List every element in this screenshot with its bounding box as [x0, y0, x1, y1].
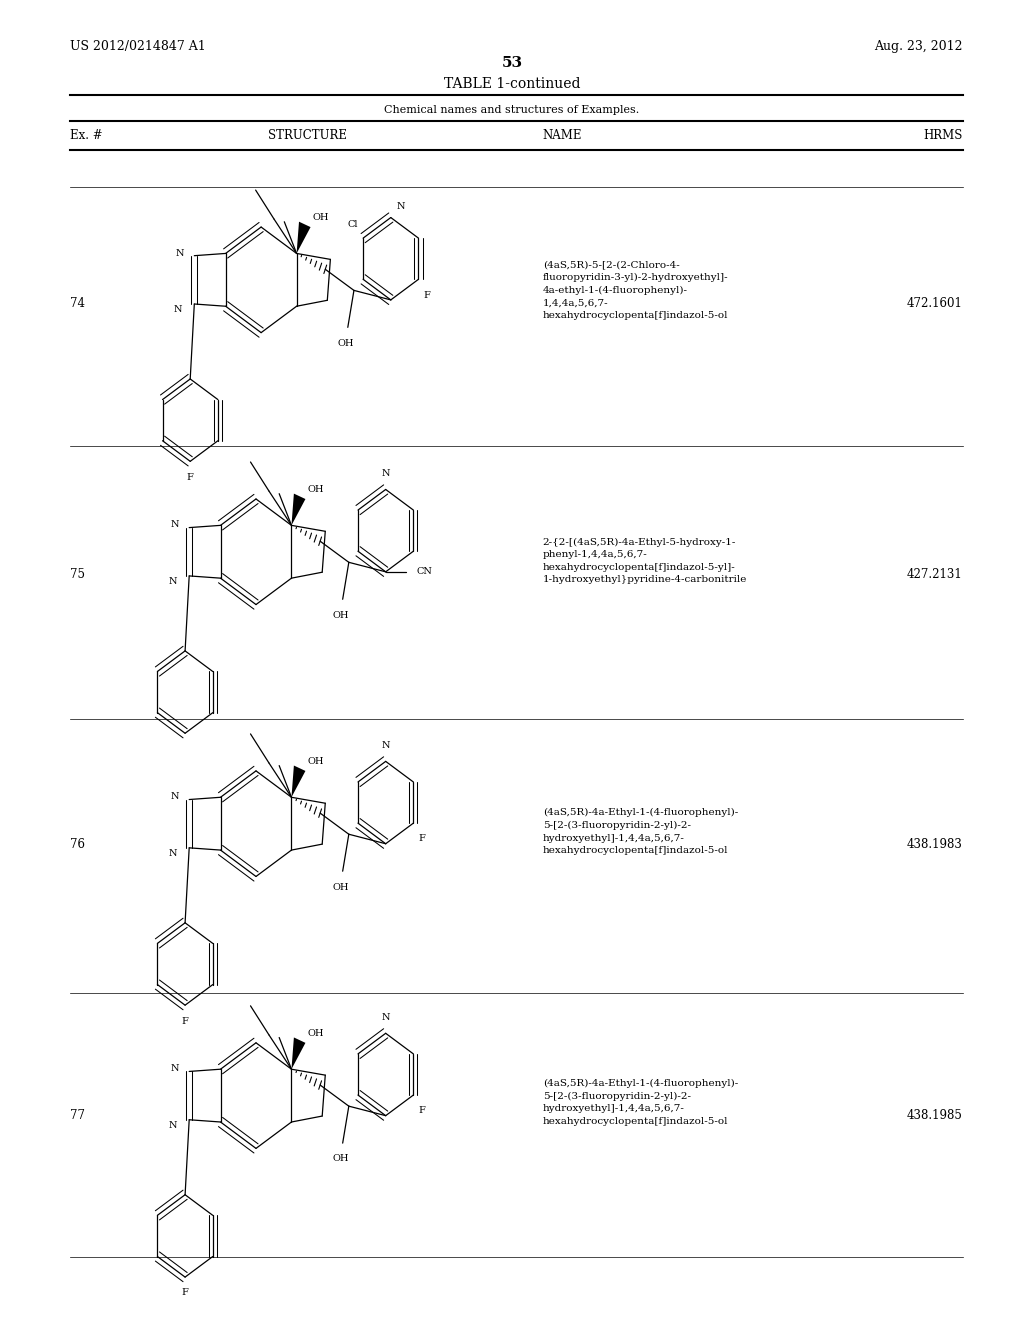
Text: 74: 74	[70, 297, 85, 310]
Text: N: N	[176, 248, 184, 257]
Text: F: F	[418, 1106, 425, 1115]
Text: OH: OH	[308, 758, 325, 766]
Polygon shape	[292, 494, 305, 525]
Text: (4aS,5R)-4a-Ethyl-1-(4-fluorophenyl)-
5-[2-(3-fluoropyridin-2-yl)-2-
hydroxyethy: (4aS,5R)-4a-Ethyl-1-(4-fluorophenyl)- 5-…	[543, 808, 738, 855]
Text: OH: OH	[333, 611, 349, 619]
Text: NAME: NAME	[543, 129, 583, 143]
Text: HRMS: HRMS	[924, 129, 963, 143]
Text: F: F	[423, 290, 430, 300]
Text: N: N	[396, 202, 406, 211]
Text: N: N	[171, 520, 179, 529]
Text: (4aS,5R)-5-[2-(2-Chloro-4-
fluoropyridin-3-yl)-2-hydroxyethyl]-
4a-ethyl-1-(4-fl: (4aS,5R)-5-[2-(2-Chloro-4- fluoropyridin…	[543, 261, 728, 319]
Text: STRUCTURE: STRUCTURE	[267, 129, 347, 143]
Text: F: F	[418, 834, 425, 843]
Text: N: N	[169, 1121, 177, 1130]
Polygon shape	[292, 1038, 305, 1069]
Text: 76: 76	[70, 838, 85, 851]
Text: 438.1983: 438.1983	[906, 838, 963, 851]
Text: 472.1601: 472.1601	[906, 297, 963, 310]
Text: 77: 77	[70, 1109, 85, 1122]
Text: N: N	[169, 577, 177, 586]
Text: Cl: Cl	[347, 220, 358, 230]
Text: OH: OH	[308, 486, 325, 494]
Text: F: F	[181, 1288, 188, 1298]
Text: Ex. #: Ex. #	[70, 129, 102, 143]
Text: Aug. 23, 2012: Aug. 23, 2012	[874, 40, 963, 53]
Text: F: F	[186, 473, 194, 482]
Text: TABLE 1-continued: TABLE 1-continued	[443, 78, 581, 91]
Text: 75: 75	[70, 568, 85, 581]
Text: F: F	[181, 1016, 188, 1026]
Text: US 2012/0214847 A1: US 2012/0214847 A1	[70, 40, 206, 53]
Polygon shape	[297, 222, 310, 253]
Text: 53: 53	[502, 57, 522, 70]
Text: 427.2131: 427.2131	[907, 568, 963, 581]
Text: OH: OH	[333, 1155, 349, 1163]
Text: OH: OH	[333, 883, 349, 891]
Text: OH: OH	[308, 1030, 325, 1038]
Text: 438.1985: 438.1985	[906, 1109, 963, 1122]
Text: N: N	[169, 849, 177, 858]
Text: N: N	[174, 305, 182, 314]
Text: OH: OH	[338, 339, 354, 347]
Text: N: N	[381, 741, 390, 750]
Text: 2-{2-[(4aS,5R)-4a-Ethyl-5-hydroxy-1-
phenyl-1,4,4a,5,6,7-
hexahydrocyclopenta[f]: 2-{2-[(4aS,5R)-4a-Ethyl-5-hydroxy-1- phe…	[543, 537, 748, 585]
Text: CN: CN	[417, 568, 432, 577]
Text: N: N	[381, 469, 390, 478]
Text: N: N	[171, 1064, 179, 1073]
Text: N: N	[381, 1012, 390, 1022]
Text: Chemical names and structures of Examples.: Chemical names and structures of Example…	[384, 104, 640, 115]
Text: OH: OH	[313, 214, 330, 222]
Text: N: N	[171, 792, 179, 801]
Text: (4aS,5R)-4a-Ethyl-1-(4-fluorophenyl)-
5-[2-(3-fluoropyridin-2-yl)-2-
hydroxyethy: (4aS,5R)-4a-Ethyl-1-(4-fluorophenyl)- 5-…	[543, 1078, 738, 1126]
Polygon shape	[292, 766, 305, 797]
